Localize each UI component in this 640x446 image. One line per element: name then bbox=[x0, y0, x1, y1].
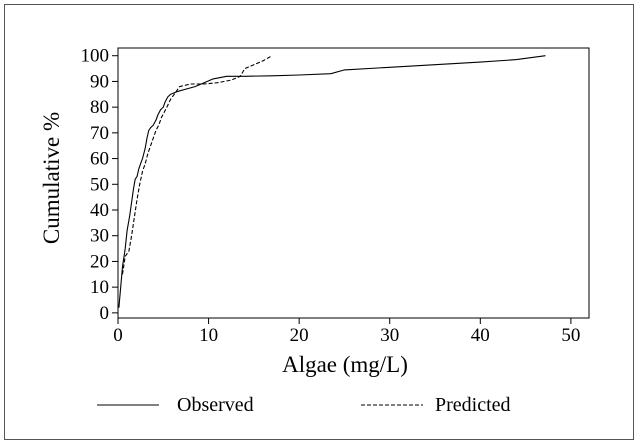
plot-border bbox=[117, 47, 590, 319]
legend: Observed Predicted bbox=[97, 394, 511, 416]
x-tick-label-30: 30 bbox=[380, 325, 399, 346]
series-line-observed bbox=[118, 55, 546, 308]
y-tick-label-10: 10 bbox=[90, 277, 109, 298]
chart-frame: 0 10 20 30 40 50 0 10 20 30 40 50 60 70 80 90 100 Cumula… bbox=[4, 4, 634, 440]
cumulative-chart: 0 10 20 30 40 50 0 10 20 30 40 50 60 70 80 90 100 Cumula… bbox=[39, 46, 590, 416]
y-tick-label-90: 90 bbox=[90, 71, 109, 92]
legend-observed-label: Observed bbox=[177, 394, 254, 416]
x-axis-title: Algae (mg/L) bbox=[282, 352, 408, 377]
y-tick-label-20: 20 bbox=[90, 251, 109, 272]
y-tick-label-60: 60 bbox=[90, 149, 109, 170]
y-tick-label-0: 0 bbox=[100, 303, 110, 324]
x-tick-label-50: 50 bbox=[561, 325, 580, 346]
y-tick-label-70: 70 bbox=[90, 123, 109, 144]
y-tick-label-100: 100 bbox=[81, 46, 110, 67]
y-tick-label-80: 80 bbox=[90, 97, 109, 118]
series-line-predicted bbox=[121, 55, 273, 275]
y-tick-label-30: 30 bbox=[90, 226, 109, 247]
series-lines bbox=[118, 55, 546, 308]
x-tick-label-40: 40 bbox=[471, 325, 490, 346]
x-tick-label-20: 20 bbox=[290, 325, 309, 346]
legend-predicted-label: Predicted bbox=[435, 394, 511, 416]
ticks: 0 10 20 30 40 50 0 10 20 30 40 50 60 70 80 90 100 bbox=[81, 46, 581, 346]
axes bbox=[117, 47, 590, 319]
y-tick-label-40: 40 bbox=[90, 200, 109, 221]
y-axis-title: Cumulative % bbox=[39, 112, 64, 244]
y-tick-label-50: 50 bbox=[90, 174, 109, 195]
x-tick-label-10: 10 bbox=[199, 325, 218, 346]
x-tick-label-0: 0 bbox=[113, 325, 123, 346]
